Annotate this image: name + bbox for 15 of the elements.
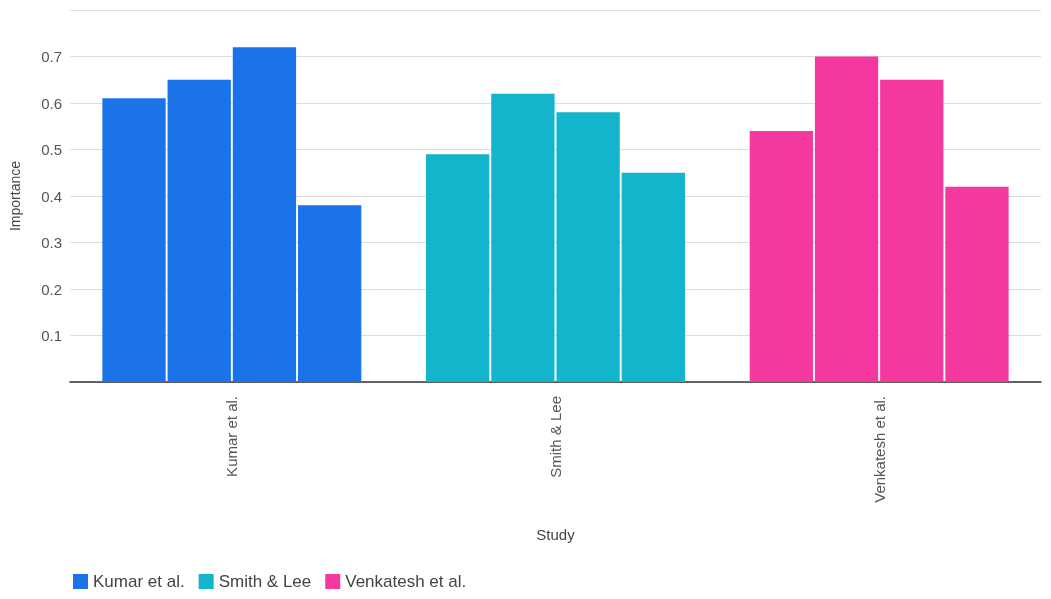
y-axis-title: Importance bbox=[7, 160, 23, 232]
legend-label: Venkatesh et al. bbox=[345, 572, 467, 591]
y-tick-label: 0.2 bbox=[41, 280, 62, 298]
legend-label: Kumar et al. bbox=[93, 572, 185, 591]
x-axis-title: Study bbox=[536, 526, 576, 543]
y-tick-label: 0.6 bbox=[41, 94, 62, 112]
y-tick-label: 0.3 bbox=[41, 234, 62, 251]
y-tick-label: 0.5 bbox=[41, 141, 62, 158]
x-tick-label: Kumar et al. bbox=[223, 396, 241, 477]
y-tick-label: 0.4 bbox=[41, 187, 62, 205]
x-tick-label: Venkatesh et al. bbox=[870, 396, 888, 503]
legend-label: Smith & Lee bbox=[218, 572, 312, 591]
y-tick-label: 0.1 bbox=[41, 327, 62, 344]
x-tick-label: Smith & Lee bbox=[547, 396, 564, 478]
y-tick-label: 0.7 bbox=[41, 48, 62, 65]
